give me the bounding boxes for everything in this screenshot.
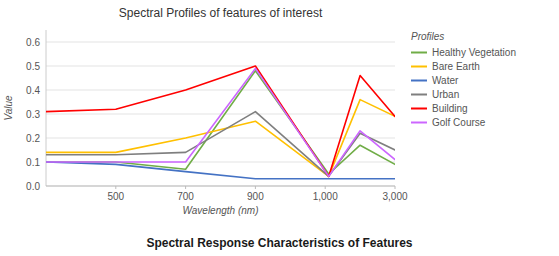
chart: Spectral Profiles of features of interes…: [0, 0, 559, 256]
x-tick: [325, 186, 326, 189]
x-axis-line: [46, 186, 395, 187]
legend-swatch: [411, 80, 427, 82]
x-tick: [185, 186, 186, 189]
grid: [46, 42, 395, 186]
legend-label: Golf Course: [432, 117, 486, 128]
y-tick-label: 0.0: [26, 181, 40, 192]
x-tick-label: 1,000: [313, 191, 338, 202]
series-line: [46, 66, 395, 176]
series-line: [46, 100, 395, 177]
series-line: [46, 68, 395, 176]
y-tick-label: 0.5: [26, 61, 40, 72]
y-tick-label: 0.2: [26, 133, 40, 144]
legend-label: Building: [432, 103, 468, 114]
legend-swatch: [411, 122, 427, 124]
y-grid-line: [46, 186, 395, 187]
y-tick-label: 0.6: [26, 37, 40, 48]
y-grid-line: [46, 42, 395, 43]
legend: Profiles Healthy Vegetation Bare Earth Wate…: [411, 31, 516, 128]
legend-swatch: [411, 108, 427, 110]
x-tick: [115, 186, 116, 189]
x-tick-label: 900: [247, 191, 264, 202]
series-line: [46, 112, 395, 177]
legend-label: Urban: [432, 89, 459, 100]
y-grid-line: [46, 66, 395, 67]
legend-label: Bare Earth: [432, 61, 480, 72]
x-tick-label: 3,000: [382, 191, 407, 202]
x-tick-label: 700: [177, 191, 194, 202]
legend-label: Water: [432, 75, 459, 86]
y-grid-line: [46, 90, 395, 91]
y-axis-label: Value: [3, 95, 14, 121]
legend-swatch: [411, 52, 427, 54]
x-tick: [395, 186, 396, 189]
legend-swatch: [411, 94, 427, 96]
legend-swatch: [411, 66, 427, 68]
x-axis-label: Wavelength (nm): [183, 205, 259, 216]
bottom-title: Spectral Response Characteristics of Fea…: [146, 236, 412, 250]
legend-title: Profiles: [411, 31, 444, 42]
legend-label: Healthy Vegetation: [432, 47, 516, 58]
y-tick-label: 0.1: [26, 157, 40, 168]
chart-title: Spectral Profiles of features of interes…: [119, 6, 323, 20]
chart-container: Spectral Profiles of features of interes…: [0, 0, 559, 256]
y-grid-line: [46, 138, 395, 139]
y-tick-label: 0.3: [26, 109, 40, 120]
x-tick-label: 500: [107, 191, 124, 202]
y-tick-label: 0.4: [26, 85, 40, 96]
series-group: [46, 66, 395, 179]
series-line: [46, 162, 395, 179]
x-tick: [255, 186, 256, 189]
